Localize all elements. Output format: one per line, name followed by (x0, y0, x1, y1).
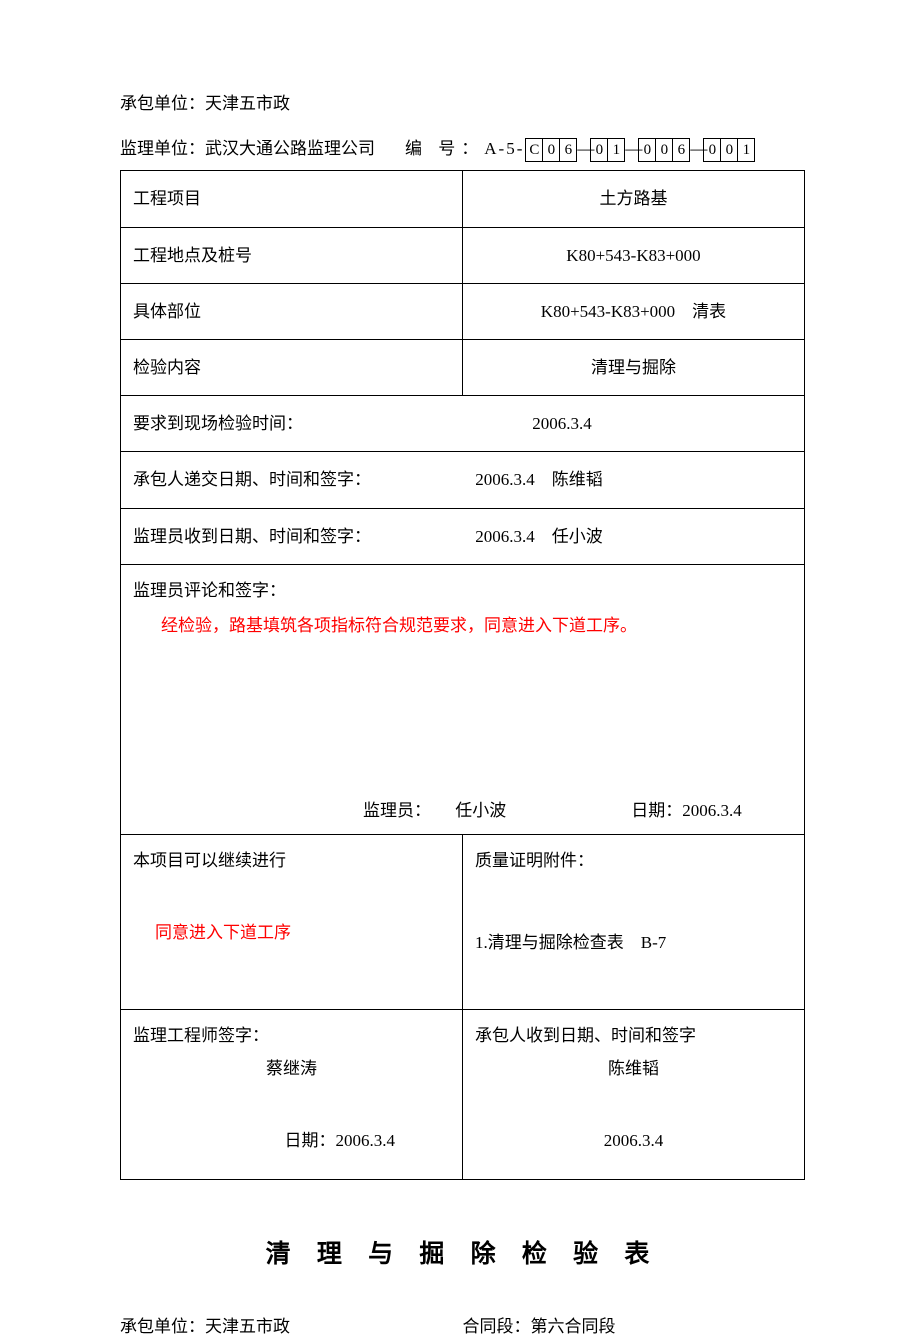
comment-date-label: 日期： (631, 801, 682, 820)
contractor-value: 天津五市政 (205, 94, 290, 113)
attach-cell: 质量证明附件： 1.清理与掘除检查表 B-7 (463, 834, 805, 1009)
comment-supervisor-label: 监理员： (363, 801, 431, 820)
submit-row: 承包人递交日期、时间和签字： 2006.3.4 陈维韬 (121, 452, 805, 508)
comment-cell: 监理员评论和签字： 经检验，路基填筑各项指标符合规范要求，同意进入下道工序。 监… (121, 564, 805, 834)
content-label: 检验内容 (121, 339, 463, 395)
engineer-sign-cell: 监理工程师签字： 蔡继涛 日期：2006.3.4 (121, 1009, 463, 1179)
project-value: 土方路基 (463, 171, 805, 227)
bottom-section-value: 第六合同段 (531, 1317, 616, 1336)
location-label: 工程地点及桩号 (121, 227, 463, 283)
bottom-section-label: 合同段： (463, 1317, 531, 1336)
bottom-section: 合同段：第六合同段 (463, 1313, 806, 1340)
supervisor-value: 武汉大通公路监理公司 (205, 139, 375, 158)
comment-label: 监理员评论和签字： (133, 577, 792, 604)
comment-supervisor-name: 任小波 (455, 801, 506, 820)
location-value: K80+543-K83+000 (463, 227, 805, 283)
comment-date-value: 2006.3.4 (682, 801, 742, 820)
site-time-label: 要求到现场检验时间： (133, 414, 303, 433)
contractor-receive-label: 承包人收到日期、时间和签字 (475, 1022, 792, 1049)
continue-cell: 本项目可以继续进行 同意进入下道工序 (121, 834, 463, 1009)
receive-row: 监理员收到日期、时间和签字： 2006.3.4 任小波 (121, 508, 805, 564)
main-form-table: 工程项目 土方路基 工程地点及桩号 K80+543-K83+000 具体部位 K… (120, 170, 805, 1179)
comment-footer: 监理员： 任小波 日期：2006.3.4 (133, 797, 792, 824)
comment-date: 日期：2006.3.4 (631, 797, 742, 824)
engineer-sign-date: 日期：2006.3.4 (133, 1127, 450, 1154)
contractor-receive-cell: 承包人收到日期、时间和签字 陈维韬 2006.3.4 (463, 1009, 805, 1179)
continue-label: 本项目可以继续进行 (133, 847, 450, 874)
part-value: K80+543-K83+000 清表 (463, 283, 805, 339)
site-time-value: 2006.3.4 (532, 410, 592, 437)
content-value: 清理与掘除 (463, 339, 805, 395)
attach-label: 质量证明附件： (475, 847, 792, 874)
continue-text: 同意进入下道工序 (133, 919, 450, 946)
contractor-receive-name: 陈维韬 (475, 1055, 792, 1082)
engineer-sign-name: 蔡继涛 (133, 1055, 450, 1082)
attach-item: 1.清理与掘除检查表 B-7 (475, 929, 792, 956)
bottom-contractor: 承包单位：天津五市政 (120, 1313, 463, 1340)
code-boxes: C06—01—006—001 (526, 135, 755, 162)
supervisor-header-row: 监理单位：武汉大通公路监理公司 编 号： A-5- C06—01—006—001 (120, 135, 805, 162)
project-label: 工程项目 (121, 171, 463, 227)
code-section: 编 号： A-5- C06—01—006—001 (405, 135, 755, 162)
part-label: 具体部位 (121, 283, 463, 339)
contractor-label: 承包单位： (120, 94, 205, 113)
engineer-sign-label: 监理工程师签字： (133, 1022, 450, 1049)
comment-supervisor: 监理员： 任小波 (363, 797, 506, 824)
supervisor-label: 监理单位： (120, 139, 205, 158)
code-prefix: A-5- (484, 135, 524, 162)
submit-value: 2006.3.4 陈维韬 (475, 466, 603, 493)
receive-value: 2006.3.4 任小波 (475, 523, 603, 550)
contractor-header: 承包单位：天津五市政 (120, 90, 805, 117)
site-time-row: 要求到现场检验时间： 2006.3.4 (121, 396, 805, 452)
engineer-sign-date-label: 日期： (285, 1131, 336, 1150)
comment-text: 经检验，路基填筑各项指标符合规范要求，同意进入下道工序。 (133, 612, 792, 639)
bottom-contractor-value: 天津五市政 (205, 1317, 290, 1336)
code-label: 编 号： (405, 135, 484, 162)
submit-label: 承包人递交日期、时间和签字： (133, 470, 371, 489)
bottom-info-row: 承包单位：天津五市政 合同段：第六合同段 (120, 1313, 805, 1340)
supervisor-header: 监理单位：武汉大通公路监理公司 (120, 135, 375, 162)
receive-label: 监理员收到日期、时间和签字： (133, 527, 371, 546)
bottom-title: 清 理 与 掘 除 检 验 表 (120, 1235, 805, 1275)
contractor-receive-date: 2006.3.4 (475, 1127, 792, 1154)
bottom-contractor-label: 承包单位： (120, 1317, 205, 1336)
engineer-sign-date-value: 2006.3.4 (336, 1131, 396, 1150)
